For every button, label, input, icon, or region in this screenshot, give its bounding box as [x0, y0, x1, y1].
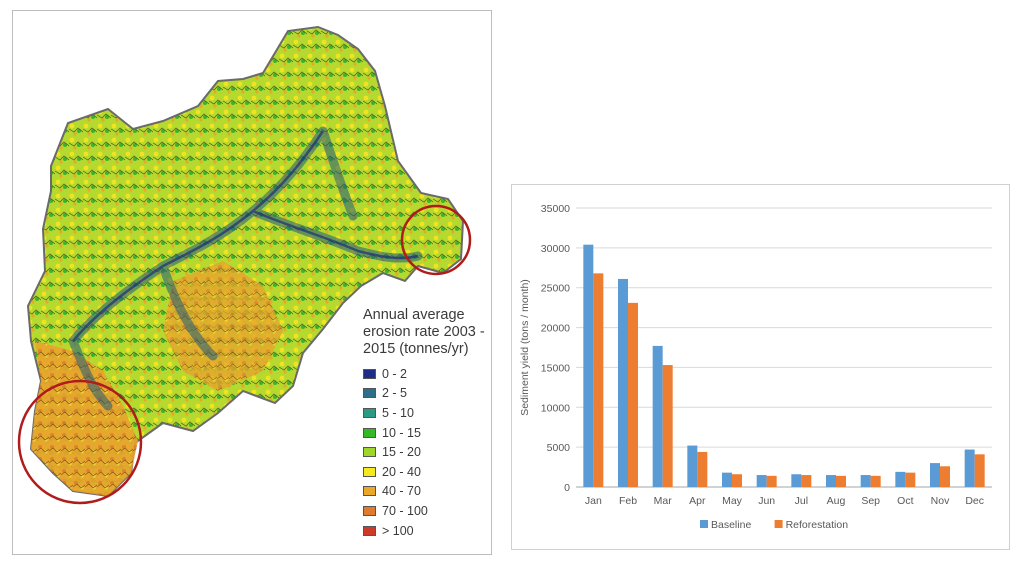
- legend-swatch: [363, 388, 376, 399]
- x-tick-label: Dec: [965, 495, 984, 507]
- bar-baseline: [860, 475, 871, 487]
- legend-swatch-baseline: [700, 520, 708, 528]
- y-tick-label: 20000: [541, 323, 570, 335]
- y-tick-label: 5000: [547, 442, 571, 454]
- erosion-map: [17, 25, 472, 505]
- x-tick-label: Jun: [758, 495, 775, 507]
- legend-title: Annual average erosion rate 2003 - 2015 …: [363, 307, 491, 358]
- legend-label: 2 - 5: [382, 386, 408, 401]
- legend-item: 15 - 20: [363, 442, 491, 462]
- legend-item: 20 - 40: [363, 462, 491, 482]
- bar-baseline: [618, 278, 628, 487]
- legend-item: 70 - 100: [363, 501, 491, 521]
- southwest-lowland-zone: [31, 341, 138, 496]
- legend-swatch: [363, 525, 376, 536]
- legend-swatch-reforestation: [774, 520, 783, 528]
- bar-reforestation: [836, 475, 846, 487]
- legend-label: 15 - 20: [382, 445, 421, 460]
- x-tick-label: Aug: [827, 495, 846, 507]
- legend-swatch: [363, 427, 376, 438]
- x-tick-label: Sep: [861, 495, 880, 507]
- x-tick-label: May: [722, 495, 743, 507]
- bar-baseline: [722, 472, 732, 487]
- x-tick-label: Feb: [619, 495, 637, 507]
- x-tick-label: Nov: [931, 495, 950, 507]
- highlight-circle-southwest: [17, 379, 143, 505]
- legend-label: 40 - 70: [382, 484, 421, 499]
- bar-baseline: [964, 449, 975, 487]
- bar-reforestation: [870, 475, 881, 487]
- legend-label: 70 - 100: [382, 503, 428, 518]
- y-axis-label: Sediment yield (tons / month): [519, 279, 531, 416]
- bar-reforestation: [940, 466, 950, 487]
- catchment-boundary: [26, 25, 465, 498]
- legend-swatch: [363, 505, 376, 516]
- bar-baseline: [756, 475, 767, 487]
- bar-baseline: [930, 463, 940, 487]
- y-tick-label: 0: [564, 482, 570, 494]
- y-tick-label: 15000: [541, 362, 570, 374]
- legend-swatch: [363, 447, 376, 458]
- y-tick-label: 25000: [541, 283, 570, 295]
- bar-baseline: [652, 345, 663, 487]
- legend-item: 5 - 10: [363, 403, 491, 423]
- legend-item: 40 - 70: [363, 482, 491, 502]
- legend-label: 0 - 2: [382, 366, 408, 381]
- bar-baseline: [826, 475, 836, 487]
- sediment-yield-chart: 0 5000 10000 15000 20000 25000 30000 35000 Jan Fe…: [519, 203, 992, 531]
- bar-reforestation: [732, 474, 742, 487]
- legend-title-line: erosion rate 2003 -: [363, 324, 485, 340]
- river-network-core: [72, 130, 419, 342]
- bar-reforestation: [628, 302, 638, 487]
- legend-label: Reforestation: [786, 519, 849, 531]
- legend-title-line: Annual average: [363, 307, 465, 323]
- legend-item: 10 - 15: [363, 423, 491, 443]
- bar-reforestation: [974, 454, 985, 487]
- legend-label: 10 - 15: [382, 425, 421, 440]
- x-tick-label: Apr: [689, 495, 706, 507]
- legend-swatch: [363, 407, 376, 418]
- legend-item: 0 - 2: [363, 364, 491, 384]
- x-tick-label: Oct: [897, 495, 913, 507]
- bar-baseline: [687, 445, 698, 487]
- central-orange-zone: [163, 261, 283, 391]
- legend-swatch: [363, 486, 376, 497]
- y-tick-label: 30000: [541, 243, 570, 255]
- x-tick-label: Mar: [654, 495, 673, 507]
- y-tick-label: 10000: [541, 402, 570, 414]
- x-tick-label: Jul: [795, 495, 808, 507]
- bar-reforestation: [593, 273, 604, 487]
- legend-label: > 100: [382, 523, 414, 538]
- bar-baseline: [895, 471, 906, 487]
- bar-reforestation: [662, 365, 673, 487]
- bar-baseline: [583, 244, 594, 487]
- legend-item: 2 - 5: [363, 384, 491, 404]
- y-tick-label: 35000: [541, 203, 570, 215]
- legend-label: 20 - 40: [382, 464, 421, 479]
- erosion-map-panel: Annual average erosion rate 2003 - 2015 …: [12, 10, 492, 555]
- legend-swatch: [363, 368, 376, 379]
- legend-label: 5 - 10: [382, 405, 414, 420]
- x-tick-label: Jan: [585, 495, 602, 507]
- bar-reforestation: [766, 475, 777, 487]
- legend-swatch: [363, 466, 376, 477]
- legend-item: > 100: [363, 521, 491, 541]
- highlight-circle-east: [400, 204, 472, 276]
- legend-title-line: 2015 (tonnes/yr): [363, 341, 469, 357]
- sediment-chart-panel: 0 5000 10000 15000 20000 25000 30000 35000 Jan Fe…: [511, 184, 1010, 550]
- bar-reforestation: [697, 451, 708, 487]
- bar-reforestation: [905, 472, 916, 487]
- map-legend: Annual average erosion rate 2003 - 2015 …: [363, 307, 491, 540]
- bar-baseline: [791, 474, 802, 487]
- bar-reforestation: [801, 475, 812, 487]
- legend-label: Baseline: [711, 519, 751, 531]
